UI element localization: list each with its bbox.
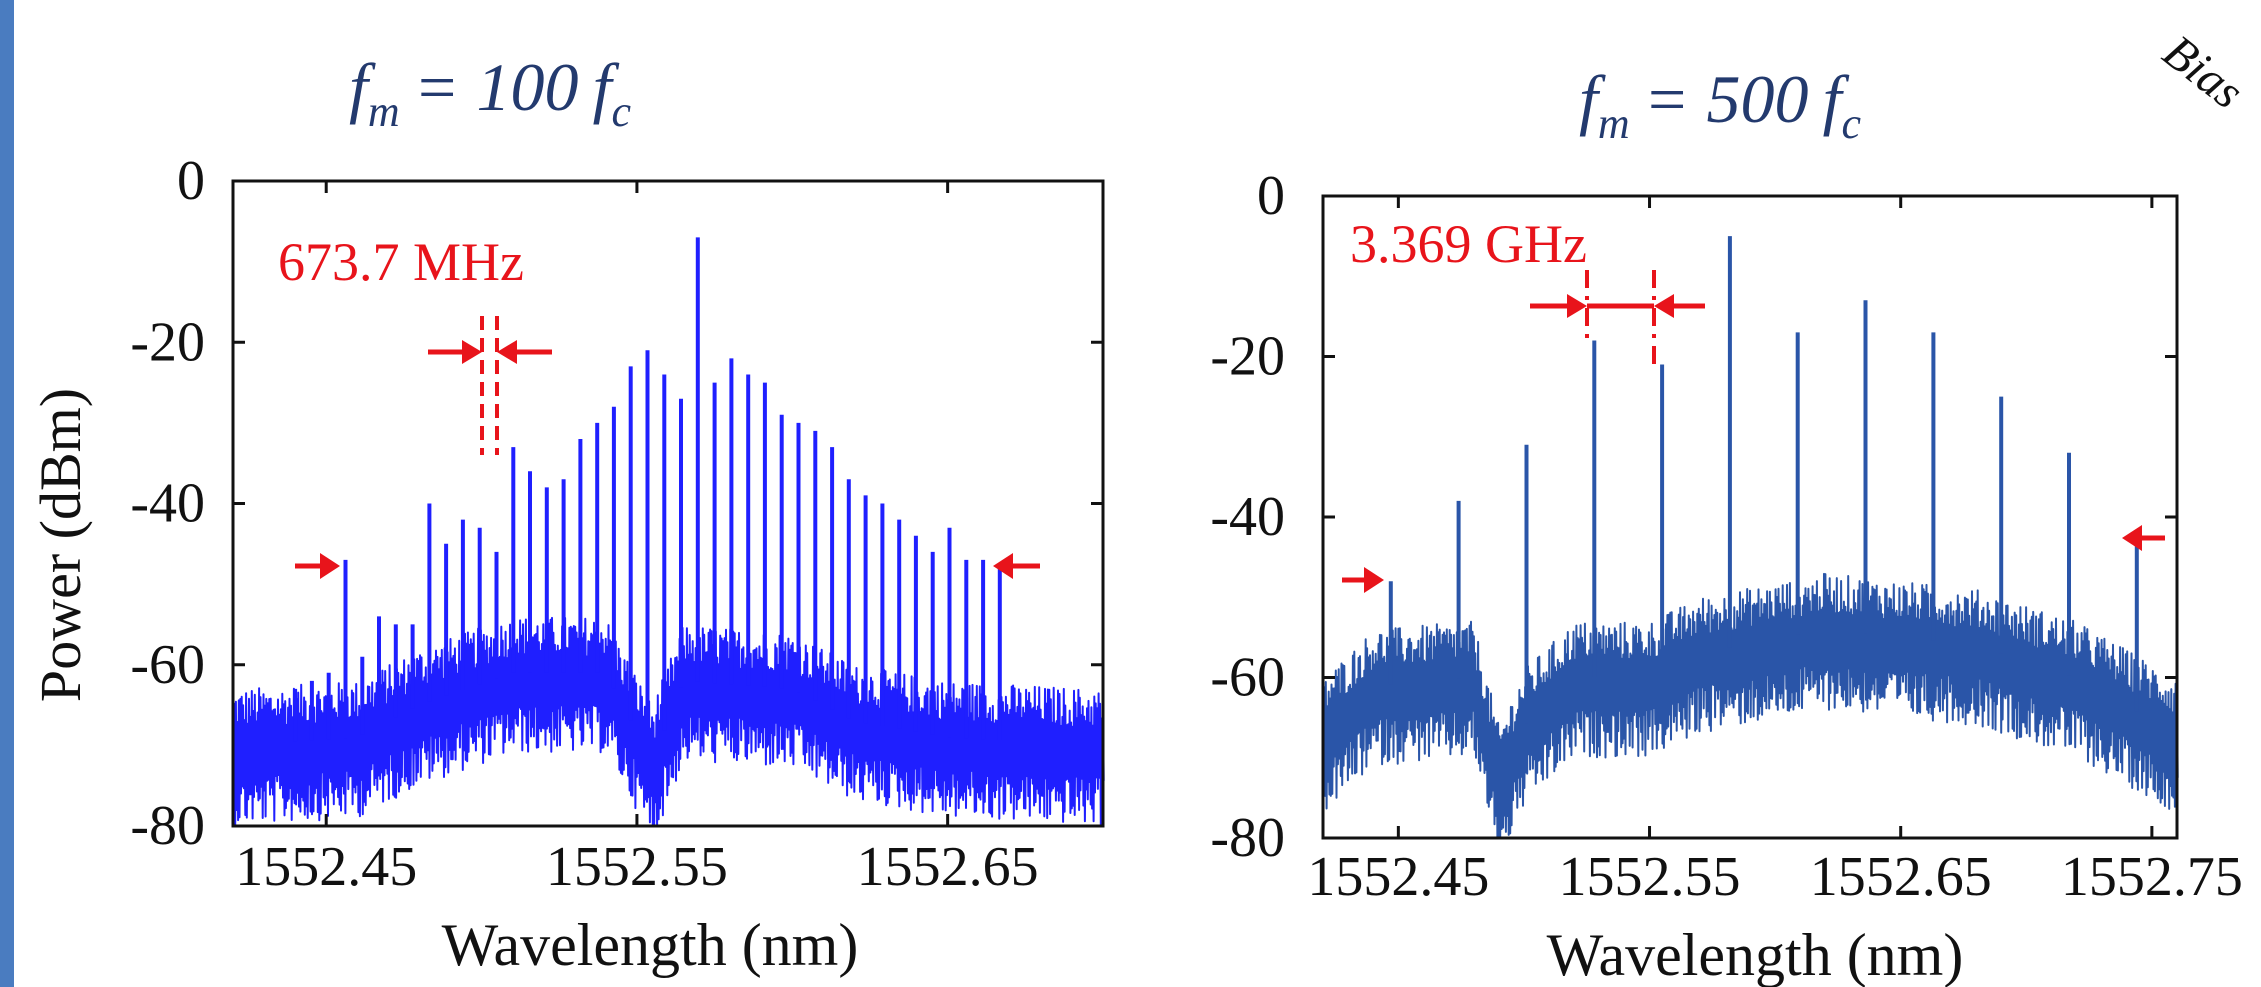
right-spacing-arrow-left <box>1530 294 1587 318</box>
chart-left-title-sub-m: m <box>368 87 400 136</box>
left-edge-arrow-left <box>295 553 340 579</box>
left-y-axis: 0 -20 -40 -60 -80 <box>130 150 1103 857</box>
right-y-axis: 0 -20 -40 -60 -80 <box>1210 165 2177 869</box>
left-ytick-label-4: -80 <box>130 795 205 857</box>
chart-right-title-sub-c: c <box>1841 99 1861 148</box>
right-xlabel: Wavelength (nm) <box>1547 922 1964 987</box>
right-edge-arrow-right <box>2122 525 2165 551</box>
edge-accent-bar <box>0 0 14 987</box>
right-noise-trace <box>1322 572 2179 839</box>
right-ytick-label-1: -20 <box>1210 326 1285 388</box>
left-ytick-label-1: -20 <box>130 311 205 373</box>
left-spacing-arrow-right <box>497 340 552 364</box>
right-xtick-label-3: 1552.75 <box>2061 846 2243 908</box>
chart-right-title: fm = 500 fc <box>1579 61 1861 148</box>
left-spacing-label: 673.7 MHz <box>278 232 524 292</box>
right-edge-arrow-left <box>1342 567 1384 593</box>
left-xtick-label-0: 1552.45 <box>235 836 417 898</box>
left-ytick-label-3: -60 <box>130 634 205 696</box>
left-xlabel: Wavelength (nm) <box>442 912 859 978</box>
chart-left-title: fm = 100 fc <box>349 49 631 136</box>
right-ytick-label-3: -60 <box>1210 647 1285 709</box>
right-xtick-label-2: 1552.65 <box>1810 846 1992 908</box>
left-x-axis: 1552.45 1552.55 1552.65 <box>235 181 1039 898</box>
chart-right-title-eq: = 500 <box>1644 61 1809 137</box>
right-comb-lines <box>1388 236 2139 724</box>
chart-right-title-sub-m: m <box>1598 99 1630 148</box>
chart-left: fm = 100 fc 0-20-40-60-80 1552.45 1552.55 15… <box>28 49 1105 978</box>
right-spacing-label: 3.369 GHz <box>1350 214 1587 274</box>
left-comb-lines <box>293 237 1002 752</box>
left-spacing-arrow-left <box>428 340 482 364</box>
left-xtick-label-1: 1552.55 <box>546 836 728 898</box>
right-ytick-label-4: -80 <box>1210 807 1285 869</box>
right-x-axis: 1552.45 1552.55 1552.65 1552.75 <box>1307 196 2243 908</box>
chart-left-title-eq: = 100 <box>414 49 579 125</box>
left-ytick-label-0: 0 <box>177 150 205 212</box>
right-noise-floor <box>1322 572 2179 839</box>
right-xtick-label-1: 1552.55 <box>1559 846 1741 908</box>
left-ylabel: Power (dBm) <box>28 388 93 702</box>
right-ytick-label-0: 0 <box>1257 165 1285 227</box>
right-xtick-label-0: 1552.45 <box>1307 846 1489 908</box>
right-ytick-label-2: -40 <box>1210 486 1285 548</box>
right-spacing-arrow-right <box>1654 294 1705 318</box>
left-xtick-label-2: 1552.65 <box>857 836 1039 898</box>
chart-left-title-sub-c: c <box>611 87 631 136</box>
corner-label: Bias <box>2153 25 2253 119</box>
chart-right: fm = 500 fc 0-20-40-60-80 1552.45 1552.55 15… <box>1210 61 2243 987</box>
left-ytick-label-2: -40 <box>130 473 205 535</box>
left-edge-arrow-right <box>993 553 1040 579</box>
